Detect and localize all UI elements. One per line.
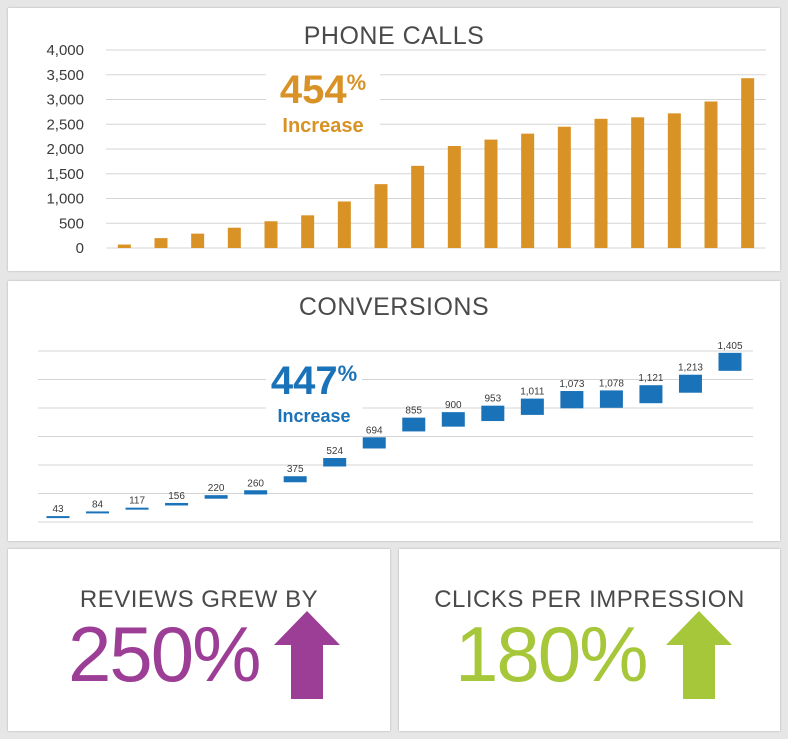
- conversions-data-label: 1,405: [717, 341, 742, 352]
- conversions-increase-label: Increase: [277, 406, 351, 426]
- conversions-point: [520, 398, 544, 415]
- phone-calls-bar: [741, 78, 755, 248]
- conversions-point: [441, 412, 465, 427]
- phone-calls-bar: [447, 146, 461, 248]
- y-tick-label: 2,000: [46, 141, 84, 158]
- conversions-data-label: 117: [129, 496, 145, 507]
- conversions-data-label: 694: [366, 425, 383, 436]
- phone-calls-bar: [521, 133, 535, 248]
- clicks-title: CLICKS PER IMPRESSION: [434, 586, 745, 613]
- conversions-point: [86, 511, 110, 514]
- phone-calls-increase-value: 454: [279, 68, 347, 112]
- conversions-point: [323, 458, 347, 467]
- y-tick-label: 0: [76, 240, 84, 257]
- y-tick-label: 500: [59, 215, 84, 232]
- clicks-value: 180%: [455, 610, 648, 698]
- phone-calls-bar: [191, 233, 205, 248]
- conversions-callout: 447% Increase: [266, 361, 362, 425]
- y-tick-label: 3,500: [46, 67, 84, 84]
- reviews-title: REVIEWS GREW BY: [79, 586, 319, 613]
- phone-calls-title: PHONE CALLS: [303, 22, 485, 50]
- phone-calls-bar: [227, 227, 241, 248]
- reviews-panel: REVIEWS GREW BY 250%: [8, 549, 390, 731]
- phone-calls-bar: [557, 126, 571, 248]
- reviews-value: 250%: [68, 610, 261, 698]
- y-tick-label: 3,000: [46, 92, 84, 109]
- conversions-increase-value: 447: [270, 359, 338, 403]
- conversions-data-label: 84: [92, 499, 104, 510]
- conversions-chart: 43 84 117 156 220 260 375 524 694 855 900 953 1,011 1…: [38, 341, 753, 523]
- conversions-point: [560, 391, 584, 409]
- conversions-panel: CONVERSIONS 43 84 117 156 220 260 375 524 694 855…: [8, 281, 780, 541]
- clicks-panel: CLICKS PER IMPRESSION 180%: [399, 549, 780, 731]
- conversions-point: [244, 490, 268, 495]
- y-tick-label: 4,000: [46, 42, 84, 59]
- phone-calls-bar: [154, 238, 168, 248]
- conversions-data-label: 900: [445, 400, 462, 411]
- conversions-point: [402, 417, 426, 432]
- conversions-point: [639, 385, 663, 404]
- conversions-data-label: 1,213: [678, 363, 703, 374]
- conversions-data-label: 524: [326, 446, 343, 457]
- conversions-point: [165, 502, 189, 506]
- conversions-point: [204, 495, 228, 499]
- conversions-data-label: 260: [247, 478, 264, 489]
- conversions-point: [718, 352, 742, 371]
- conversions-increase-unit: %: [337, 361, 358, 386]
- y-tick-label: 1,500: [46, 166, 84, 183]
- phone-calls-callout: 454% Increase: [266, 70, 380, 136]
- conversions-data-label: 1,121: [638, 373, 663, 384]
- phone-calls-bar: [631, 117, 645, 248]
- conversions-point: [678, 374, 702, 393]
- arrow-up-icon: [274, 611, 340, 699]
- conversions-point: [283, 476, 307, 483]
- conversions-data-label: 855: [405, 406, 422, 417]
- phone-calls-bar: [374, 184, 388, 248]
- arrow-up-icon: [666, 611, 732, 699]
- phone-calls-panel: PHONE CALLS 0 500 1,000 1,500 2,000 2,500 3,00…: [8, 8, 780, 271]
- phone-calls-bar: [484, 139, 498, 248]
- phone-calls-bar: [594, 118, 608, 249]
- conversions-point: [362, 437, 386, 449]
- conversions-data-label: 156: [168, 491, 185, 502]
- conversions-data-label: 220: [208, 483, 225, 494]
- y-tick-label: 2,500: [46, 116, 84, 133]
- phone-calls-bar: [337, 201, 351, 248]
- phone-calls-increase-unit: %: [346, 70, 367, 95]
- conversions-title: CONVERSIONS: [298, 293, 490, 321]
- phone-calls-bar: [704, 101, 718, 248]
- conversions-data-label: 375: [287, 464, 304, 475]
- y-tick-label: 1,000: [46, 191, 84, 208]
- conversions-point: [599, 390, 623, 408]
- phone-calls-bar: [117, 244, 131, 248]
- conversions-data-label: 1,078: [599, 378, 624, 389]
- conversions-point: [125, 507, 149, 510]
- phone-calls-bar: [301, 215, 315, 248]
- conversions-point: [46, 516, 70, 519]
- phone-calls-bar: [411, 165, 425, 248]
- phone-calls-bar: [264, 221, 278, 248]
- phone-calls-chart: 0 500 1,000 1,500 2,000 2,500 3,000 3,500 4,000: [46, 42, 766, 257]
- conversions-data-label: 953: [484, 394, 501, 405]
- conversions-point: [481, 405, 505, 422]
- phone-calls-increase-label: Increase: [282, 115, 364, 137]
- conversions-data-label: 1,011: [520, 387, 545, 398]
- phone-calls-bar: [667, 113, 681, 248]
- conversions-data-label: 1,073: [559, 379, 584, 390]
- conversions-data-label: 43: [52, 504, 64, 515]
